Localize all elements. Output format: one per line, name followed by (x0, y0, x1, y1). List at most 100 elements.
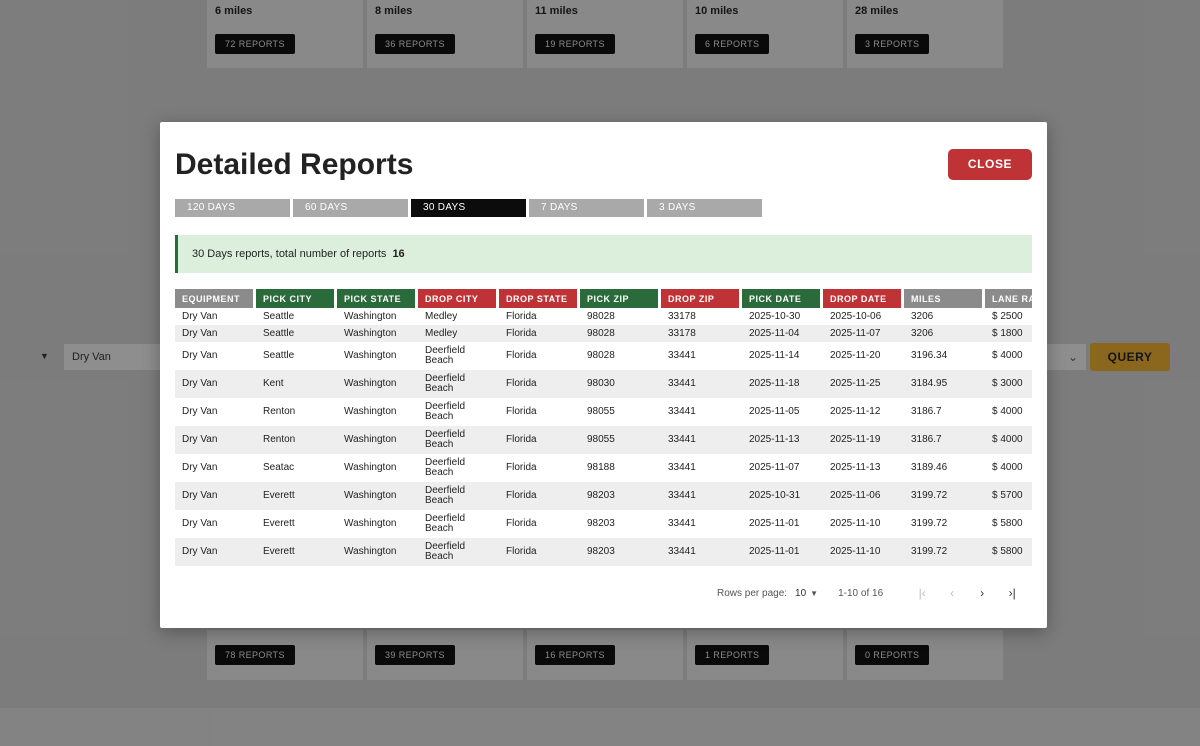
cell-equipment: Dry Van (182, 310, 218, 322)
modal-title: Detailed Reports (175, 148, 414, 181)
equipment-select[interactable]: Dry Van (64, 344, 164, 370)
cell-pick-city: Seattle (263, 350, 295, 361)
cell-drop-state: Florida (499, 538, 580, 566)
cell-drop-date: 2025-11-10 (830, 518, 881, 529)
previous-page-icon[interactable]: ‹ (950, 586, 955, 600)
reports-button[interactable]: 36 REPORTS (375, 34, 455, 54)
cell-pick-date: 2025-11-01 (749, 518, 800, 529)
cell-pick-date: 2025-11-18 (742, 370, 823, 398)
table-row[interactable]: Dry Van Seattle Washington Deerfield Beach F… (175, 342, 1032, 370)
reports-button[interactable]: 72 REPORTS (215, 34, 295, 54)
cell-drop-state: Florida (499, 426, 580, 454)
cell-drop-city: Deerfield Beach (418, 538, 499, 566)
filter-caret-icon[interactable]: ▼ (40, 351, 49, 361)
reports-table-container[interactable]: EQUIPMENT PICK CITY PICK STATE DROP CITY DRO… (175, 289, 1032, 573)
table-row[interactable]: Dry Van Renton Washington Deerfield Beach Fl… (175, 426, 1032, 454)
cell-pick-city: Renton (263, 406, 296, 417)
cell-lane-rate: $ 4000 (985, 426, 1032, 454)
table-row[interactable]: Dry Van Kent Washington Deerfield Beach Flor… (175, 370, 1032, 398)
cell-pick-state: Washington (344, 350, 397, 361)
table-row[interactable]: Dry Van Seattle Washington Medley Florida 980… (175, 308, 1032, 325)
cell-lane-rate: $ 4000 (992, 406, 1023, 417)
cell-pick-zip: 98203 (580, 538, 661, 566)
cell-lane-rate: $ 5800 (985, 538, 1032, 566)
close-button[interactable]: CLOSE (948, 149, 1032, 180)
cell-miles: 3206 (911, 310, 934, 322)
chevron-down-icon[interactable]: ⌄ (1040, 344, 1086, 370)
column-header-drop-zip[interactable]: DROP ZIP (661, 289, 742, 308)
tab-7-days[interactable]: 7 DAYS (529, 199, 644, 217)
table-row[interactable]: Dry Van Everett Washington Deerfield Beach F… (175, 510, 1032, 538)
query-button[interactable]: QUERY (1090, 343, 1170, 371)
report-card: 8 miles 36 REPORTS (367, 0, 523, 68)
cell-miles: 3199.72 (911, 518, 948, 529)
tab-30-days[interactable]: 30 DAYS (411, 199, 526, 217)
reports-button[interactable]: 3 REPORTS (855, 34, 930, 54)
cell-equipment: Dry Van (182, 462, 218, 473)
summary-count: 16 (392, 248, 405, 260)
cell-pick-zip: 98188 (587, 462, 615, 473)
table-row[interactable]: Dry Van Renton Washington Deerfield Beach Fl… (175, 398, 1032, 426)
cell-drop-zip: 33441 (668, 406, 696, 417)
tab-3-days[interactable]: 3 DAYS (647, 199, 762, 217)
cell-pick-date: 2025-11-13 (742, 426, 823, 454)
cell-drop-city: Deerfield Beach (418, 370, 499, 398)
first-page-icon[interactable]: |‹ (918, 586, 926, 600)
column-header-miles[interactable]: MILES (904, 289, 985, 308)
cell-equipment: Dry Van (182, 350, 218, 361)
cell-drop-zip: 33441 (661, 482, 742, 510)
cell-pick-date: 2025-11-14 (749, 350, 800, 361)
tab-60-days[interactable]: 60 DAYS (293, 199, 408, 217)
cell-lane-rate: $ 4000 (992, 350, 1023, 361)
cell-lane-rate: $ 4000 (992, 462, 1023, 473)
column-header-pick-date[interactable]: PICK DATE (742, 289, 823, 308)
cell-drop-date: 2025-10-06 (830, 310, 882, 322)
report-card: 1 REPORTS (687, 630, 843, 680)
table-row[interactable]: Dry Van Everett Washington Deerfield Beach F… (175, 538, 1032, 566)
cell-pick-state: Washington (344, 406, 397, 417)
cell-miles: 3199.72 (904, 538, 985, 566)
column-header-pick-state[interactable]: PICK STATE (337, 289, 418, 308)
cell-pick-state: Washington (344, 518, 397, 529)
table-row[interactable]: Dry Van Seatac Washington Deerfield Beach Fl… (175, 454, 1032, 482)
summary-banner: 30 Days reports, total number of reports… (175, 235, 1032, 273)
cell-pick-zip: 98028 (587, 350, 615, 361)
cell-pick-city: Everett (263, 518, 295, 529)
table-row[interactable]: Dry Van Seattle Washington Medley Florida 980… (175, 325, 1032, 342)
cell-pick-city: Everett (256, 482, 337, 510)
report-card: 6 miles 72 REPORTS (207, 0, 363, 68)
cell-drop-city: Deerfield Beach (425, 513, 466, 534)
column-header-pick-zip[interactable]: PICK ZIP (580, 289, 661, 308)
report-card: 16 REPORTS (527, 630, 683, 680)
column-header-equipment[interactable]: EQUIPMENT (175, 289, 256, 308)
last-page-icon[interactable]: ›| (1008, 586, 1016, 600)
tab-120-days[interactable]: 120 DAYS (175, 199, 290, 217)
reports-button[interactable]: 6 REPORTS (695, 34, 770, 54)
table-row[interactable]: Dry Van Everett Washington Deerfield Beach F… (175, 482, 1032, 510)
cell-pick-zip: 98028 (580, 325, 661, 342)
reports-button[interactable]: 16 REPORTS (535, 645, 615, 665)
rows-per-page-select[interactable]: 10 (795, 587, 807, 599)
cell-pick-state: Washington (337, 426, 418, 454)
cell-miles: 3186.7 (911, 406, 942, 417)
reports-button[interactable]: 0 REPORTS (855, 645, 930, 665)
cell-miles: 3196.34 (911, 350, 948, 361)
report-card: 78 REPORTS (207, 630, 363, 680)
column-header-pick-city[interactable]: PICK CITY (256, 289, 337, 308)
reports-button[interactable]: 1 REPORTS (695, 645, 770, 665)
column-header-drop-date[interactable]: DROP DATE (823, 289, 904, 308)
reports-button[interactable]: 39 REPORTS (375, 645, 455, 665)
cell-drop-date: 2025-11-20 (830, 350, 881, 361)
next-page-icon[interactable]: › (980, 586, 985, 600)
column-header-lane-rate[interactable]: LANE RATE (985, 289, 1032, 308)
reports-button[interactable]: 78 REPORTS (215, 645, 295, 665)
column-header-drop-state[interactable]: DROP STATE (499, 289, 580, 308)
column-header-drop-city[interactable]: DROP CITY (418, 289, 499, 308)
cell-drop-city: Deerfield Beach (425, 401, 466, 422)
caret-down-icon[interactable]: ▼ (810, 588, 819, 598)
cell-drop-state: Florida (506, 406, 537, 417)
reports-button[interactable]: 19 REPORTS (535, 34, 615, 54)
cell-miles: 3184.95 (904, 370, 985, 398)
page-range: 1-10 of 16 (838, 587, 884, 599)
cell-pick-date: 2025-11-01 (742, 538, 823, 566)
